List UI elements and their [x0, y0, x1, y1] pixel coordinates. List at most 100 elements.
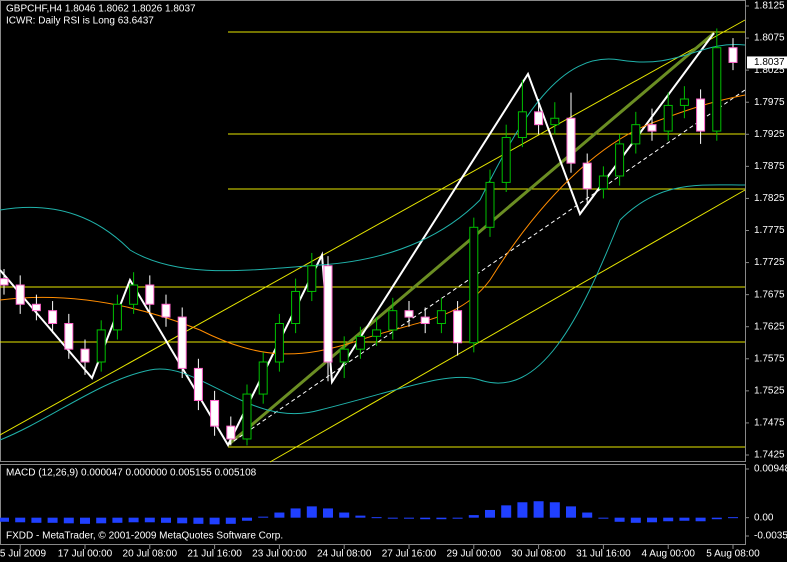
- footer: FXDD - MetaTrader, © 2001-2009 MetaQuote…: [6, 531, 283, 542]
- histogram-bar: [306, 506, 317, 518]
- candle-body: [161, 303, 171, 318]
- candle-body: [307, 265, 317, 292]
- y-tick-label: 1.7925: [754, 129, 785, 140]
- histogram-bar: [387, 517, 398, 519]
- histogram-bar: [339, 512, 350, 518]
- candle-body: [582, 162, 592, 190]
- candle-body: [355, 335, 365, 350]
- histogram-bar: [404, 517, 414, 519]
- x-tick-label: 20 Jul 08:00: [123, 549, 178, 560]
- y-tick-label: 0.00: [754, 512, 774, 523]
- candle-body: [534, 111, 544, 126]
- histogram-bar: [31, 517, 42, 523]
- histogram-bar: [614, 517, 625, 522]
- candle-body: [453, 310, 463, 344]
- y-tick-label: 1.7475: [754, 418, 785, 429]
- candle-body: [712, 47, 722, 132]
- candle-body: [193, 367, 203, 401]
- y-tick-label: 1.7975: [754, 97, 785, 108]
- candle-body: [469, 226, 479, 344]
- histogram-bar: [501, 505, 512, 518]
- histogram-bar: [598, 517, 609, 519]
- candle-body: [404, 310, 414, 318]
- candle-body: [242, 393, 252, 440]
- y-tick-label: 1.8025: [754, 65, 785, 76]
- candle-body: [679, 98, 689, 106]
- x-tick-label: 23 Jul 00:00: [252, 549, 307, 560]
- y-tick-label: 1.7625: [754, 321, 785, 332]
- candle-body: [31, 303, 41, 312]
- candle-body: [48, 310, 58, 325]
- candle-body: [274, 323, 284, 363]
- candle-body: [647, 124, 657, 132]
- histogram-bar: [144, 517, 155, 523]
- bollinger-lower: [0, 184, 746, 441]
- candle-body: [663, 104, 673, 132]
- y-tick-label: 1.7875: [754, 161, 785, 172]
- x-tick-label: 17 Jul 00:00: [58, 549, 113, 560]
- y-tick-label: -0.00357: [754, 531, 787, 542]
- x-tick-label: 30 Jul 08:00: [511, 549, 566, 560]
- histogram-bar: [323, 508, 333, 518]
- histogram-bar: [436, 517, 447, 520]
- histogram-bar: [647, 517, 657, 523]
- histogram-bar: [96, 517, 107, 524]
- histogram-bar: [112, 517, 123, 523]
- histogram-bar: [290, 508, 301, 518]
- histogram-bar: [258, 516, 269, 518]
- candle-body: [291, 290, 301, 325]
- histogram-bar: [663, 517, 674, 522]
- histogram-bar: [679, 517, 690, 521]
- y-tick-label: 1.7775: [754, 225, 785, 236]
- channel-line: [269, 189, 746, 463]
- histogram-bar: [468, 515, 479, 518]
- macd-title: MACD (12,26,9) 0.000047 0.000000 0.00515…: [6, 468, 257, 479]
- candle-body: [112, 303, 122, 331]
- macd-pane-border: [0, 464, 746, 545]
- y-tick-label: 1.8075: [754, 33, 785, 44]
- histogram-bar: [242, 517, 252, 521]
- candle-body: [226, 425, 236, 440]
- histogram-bar: [80, 517, 90, 524]
- histogram-bar: [420, 517, 431, 520]
- channel-line: [0, 19, 746, 436]
- candle-body: [566, 117, 576, 164]
- x-tick-label: 21 Jul 16:00: [187, 549, 242, 560]
- candle-body: [64, 323, 74, 350]
- candle-body: [728, 47, 738, 63]
- histogram-bar: [452, 517, 463, 519]
- x-tick-label: 29 Jul 00:00: [447, 549, 502, 560]
- price-box: [747, 56, 787, 69]
- y-tick-label: 1.8125: [754, 1, 785, 12]
- x-tick-label: 27 Jul 16:00: [382, 549, 437, 560]
- candle-body: [258, 361, 268, 395]
- histogram-bar: [63, 517, 74, 524]
- histogram-bar: [566, 506, 576, 518]
- histogram-bar: [355, 515, 366, 518]
- candle-body: [517, 111, 527, 138]
- candle-body: [501, 136, 511, 183]
- candle-body: [388, 310, 398, 331]
- candle-body: [15, 284, 25, 305]
- x-tick-label: 5 Aug 08:00: [706, 549, 760, 560]
- x-tick-label: 31 Jul 16:00: [576, 549, 631, 560]
- histogram-bar: [47, 517, 58, 523]
- histogram-bar: [161, 517, 171, 523]
- candle-body: [210, 399, 220, 427]
- x-tick-label: 24 Jul 08:00: [317, 549, 372, 560]
- candle-body: [323, 265, 333, 363]
- candle-body: [550, 117, 560, 126]
- current-price: 1.8037: [754, 57, 785, 68]
- histogram-bar: [485, 509, 495, 518]
- histogram-bar: [517, 502, 528, 518]
- histogram-bar: [371, 517, 382, 519]
- candle-body: [372, 329, 382, 337]
- candle-body: [420, 316, 430, 325]
- y-tick-label: 1.7425: [754, 450, 785, 461]
- candle-body: [339, 348, 349, 363]
- y-tick-label: 1.7575: [754, 353, 785, 364]
- candle-body: [696, 98, 706, 132]
- histogram-bar: [582, 512, 593, 518]
- x-tick-label: 15 Jul 2009: [0, 549, 46, 560]
- y-tick-label: 1.7675: [754, 289, 785, 300]
